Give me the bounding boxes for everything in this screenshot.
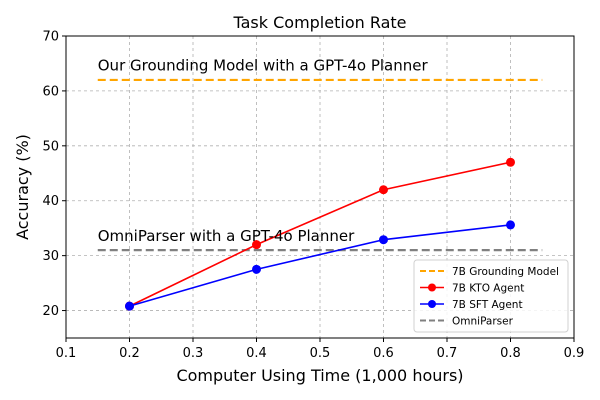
data-point xyxy=(379,185,388,195)
reference-lines xyxy=(97,78,543,252)
x-tick-label: 0.8 xyxy=(500,346,521,361)
series-layer xyxy=(125,157,515,311)
legend-item: OmniParser xyxy=(420,316,514,328)
x-axis-ticks: 0.1 0.2 0.3 0.4 0.5 0.6 0.7 0.8 0.9 xyxy=(56,338,585,361)
chart-title: Task Completion Rate xyxy=(232,13,406,32)
legend-box xyxy=(413,259,569,333)
y-axis-title: Accuracy (%) xyxy=(13,134,32,240)
y-tick-label: 70 xyxy=(42,30,59,45)
y-tick-label: 30 xyxy=(42,249,59,264)
data-point xyxy=(506,157,515,167)
legend-label: OmniParser xyxy=(452,316,514,328)
x-tick-label: 0.1 xyxy=(56,346,77,361)
data-point xyxy=(379,235,388,245)
legend-label: 7B KTO Agent xyxy=(452,283,524,295)
data-point xyxy=(252,240,261,250)
x-tick-label: 0.7 xyxy=(437,346,458,361)
x-axis-title: Computer Using Time (1,000 hours) xyxy=(176,366,463,385)
annotation-text: Our Grounding Model with a GPT-4o Planne… xyxy=(98,57,429,75)
x-tick-label: 0.5 xyxy=(310,346,331,361)
x-tick-label: 0.4 xyxy=(246,346,267,361)
series-line xyxy=(129,224,511,307)
series xyxy=(125,220,515,311)
x-tick-label: 0.6 xyxy=(373,346,394,361)
y-tick-label: 20 xyxy=(42,304,59,319)
series-line xyxy=(129,161,511,307)
legend-item: 7B Grounding Model xyxy=(420,266,559,278)
legend-label: 7B Grounding Model xyxy=(452,266,559,278)
data-point xyxy=(252,264,261,274)
y-tick-label: 60 xyxy=(42,84,59,99)
annotations: Our Grounding Model with a GPT-4o Planne… xyxy=(98,57,429,245)
x-tick-label: 0.9 xyxy=(564,346,585,361)
legend-marker xyxy=(428,283,436,292)
y-tick-label: 40 xyxy=(42,194,59,209)
x-tick-label: 0.2 xyxy=(119,346,140,361)
legend-marker xyxy=(428,300,436,308)
y-axis-ticks: 20 30 40 50 60 70 xyxy=(42,30,66,319)
legend: 7B Grounding Model 7B KTO Agent 7B SFT Age… xyxy=(413,259,569,333)
x-tick-label: 0.3 xyxy=(183,346,204,361)
annotation-text: OmniParser with a GPT-4o Planner xyxy=(98,227,355,245)
legend-item: 7B SFT Agent xyxy=(420,299,523,311)
data-point xyxy=(506,220,515,230)
legend-label: 7B SFT Agent xyxy=(452,299,523,311)
legend-item: 7B KTO Agent xyxy=(420,283,524,295)
data-point xyxy=(125,301,134,311)
y-tick-label: 50 xyxy=(42,139,59,154)
